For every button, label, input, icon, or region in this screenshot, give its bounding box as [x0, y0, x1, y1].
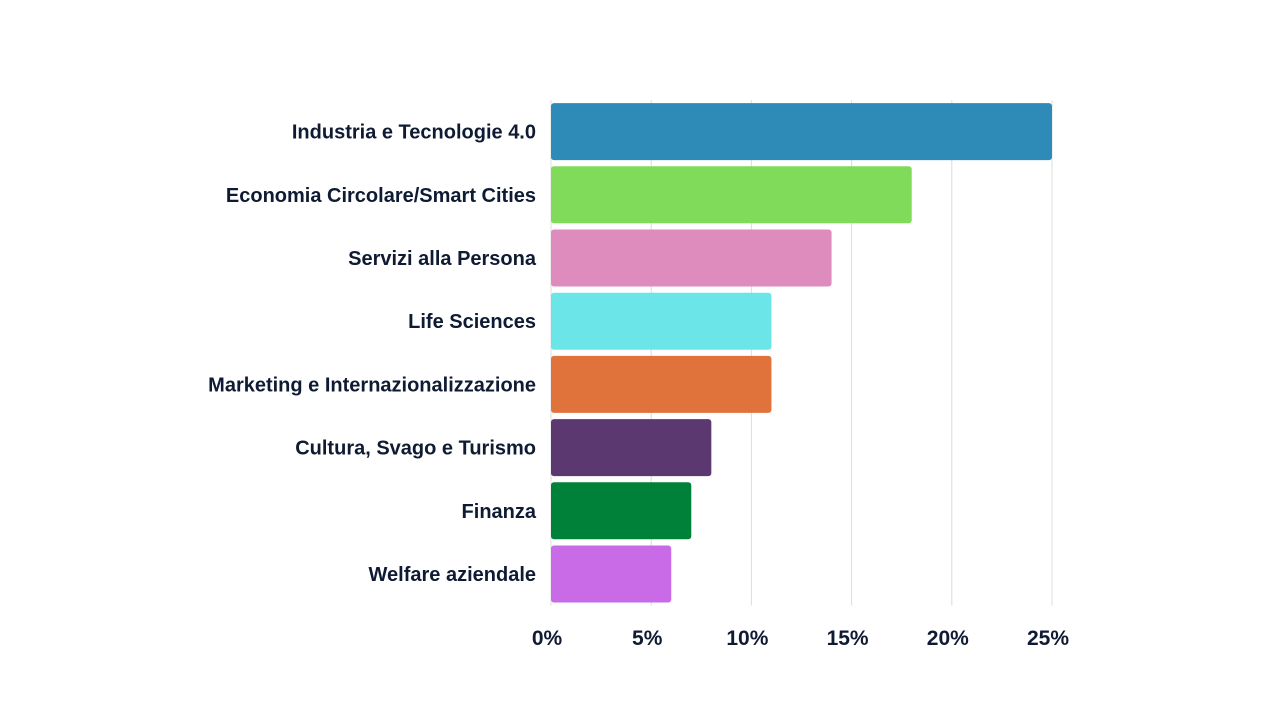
category-labels: Industria e Tecnologie 4.0 Economia Circo… [208, 122, 537, 586]
category-label-6: Cultura, Svago e Turismo [295, 438, 536, 460]
x-tick-label: 20% [927, 627, 969, 650]
bar-2 [551, 166, 912, 224]
x-tick-label: 15% [827, 627, 869, 650]
category-label-5: Marketing e Internazionalizzazione [208, 374, 536, 396]
x-tick-label: 0% [532, 627, 563, 650]
bars [551, 103, 1052, 603]
bar-4 [551, 292, 772, 350]
bar-8 [551, 545, 672, 603]
bar-7 [551, 482, 692, 540]
category-label-7: Finanza [462, 501, 537, 523]
bar-6 [551, 419, 712, 477]
category-label-3: Servizi alla Persona [348, 248, 537, 270]
category-label-8: Welfare aziendale [369, 564, 536, 586]
category-label-1: Industria e Tecnologie 4.0 [292, 122, 536, 144]
category-label-4: Life Sciences [408, 311, 536, 333]
x-axis-ticks: 0% 5% 10% 15% 20% 25% [532, 627, 1070, 650]
bar-5 [551, 355, 772, 413]
bar-3 [551, 229, 832, 287]
category-label-2: Economia Circolare/Smart Cities [226, 185, 536, 207]
x-tick-label: 5% [632, 627, 663, 650]
bar-1 [551, 103, 1052, 161]
x-tick-label: 10% [726, 627, 768, 650]
x-tick-label: 25% [1027, 627, 1069, 650]
